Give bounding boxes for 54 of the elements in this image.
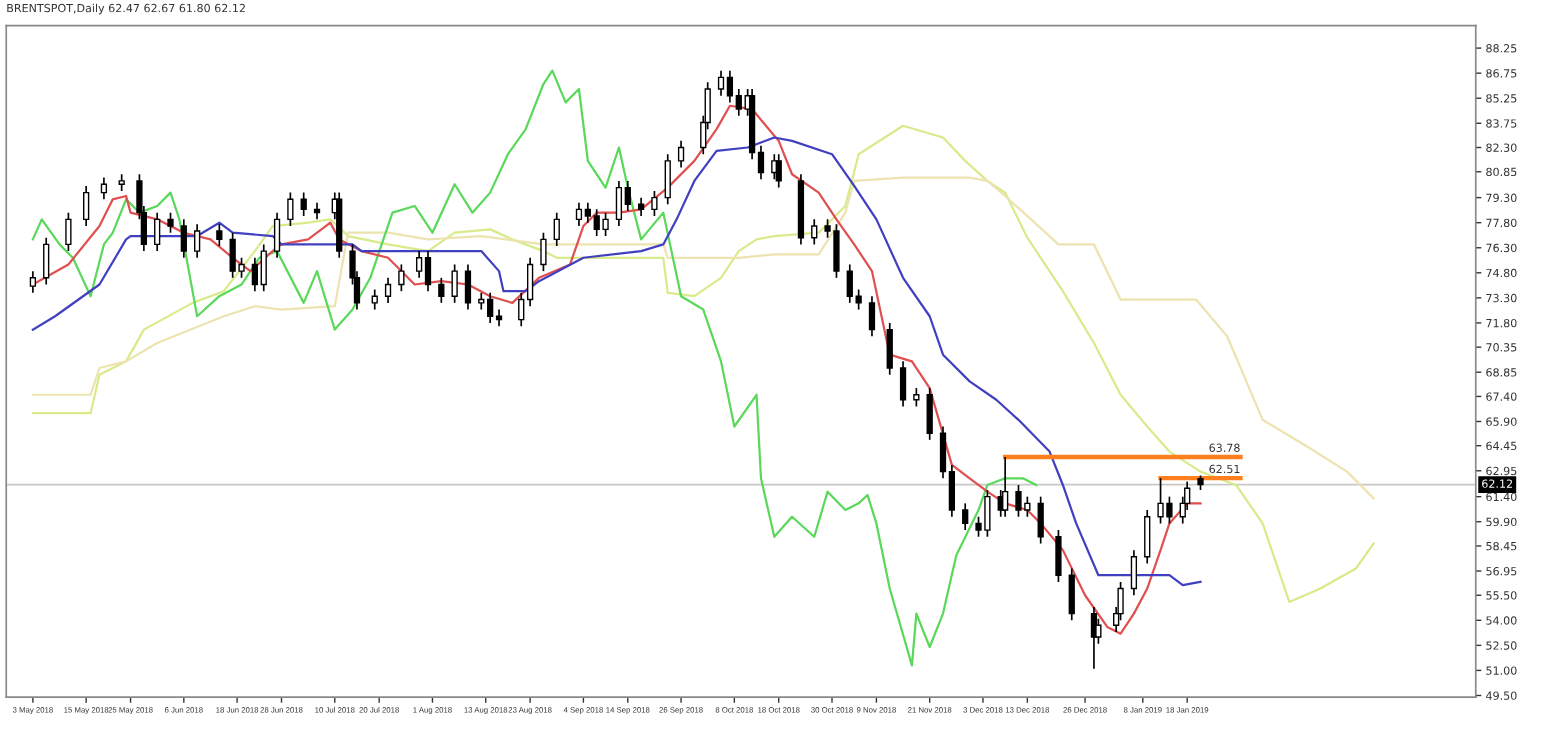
candlestick [180, 218, 187, 259]
candlestick [913, 387, 920, 408]
candlestick [624, 180, 631, 212]
candlestick [899, 360, 907, 408]
candlestick [651, 190, 658, 217]
candlestick [717, 69, 725, 97]
candlestick [726, 69, 734, 104]
line-series [31, 136, 1202, 587]
candlestick [300, 191, 307, 217]
candlestick [65, 211, 72, 252]
candlestick [371, 288, 378, 311]
candlestick [216, 223, 223, 247]
candlestick [615, 180, 623, 227]
candlestick [415, 250, 423, 279]
candlestick [868, 295, 876, 338]
candlestick [464, 263, 472, 311]
line-series [31, 104, 1202, 635]
line-series [31, 69, 1038, 667]
candlestick [886, 322, 893, 376]
candlestick [926, 387, 933, 441]
candlestick [811, 218, 818, 246]
candlestick [775, 153, 782, 189]
candlestick [273, 211, 281, 259]
candlestick [83, 185, 90, 227]
candlestick [29, 270, 37, 294]
candlestick [287, 191, 294, 227]
candlestick [424, 250, 432, 293]
line-series [31, 124, 1375, 604]
candlestick [677, 139, 685, 169]
candlestick [602, 211, 609, 237]
candlestick [1130, 549, 1138, 597]
candlestick [1144, 509, 1151, 565]
candlestick [451, 263, 458, 304]
candlestick [194, 223, 201, 259]
candlestick [43, 236, 50, 286]
candlestick [154, 211, 161, 252]
candlestick [1055, 529, 1062, 583]
candlestick [438, 276, 445, 304]
candlestick [1002, 456, 1009, 518]
candlestick [100, 176, 108, 201]
candlestick [1015, 484, 1022, 518]
candlestick [553, 211, 560, 247]
candlestick [384, 276, 392, 304]
candlestick [962, 502, 969, 531]
candlestick [1068, 567, 1075, 622]
candlestick [260, 243, 267, 293]
candlestick [637, 196, 645, 217]
candlestick [540, 231, 547, 272]
candlestick [167, 211, 174, 234]
candlestick [1037, 495, 1044, 545]
candlestick [398, 263, 405, 293]
candlestick [664, 153, 671, 206]
candlestick [575, 201, 583, 227]
line-series [31, 176, 1375, 500]
